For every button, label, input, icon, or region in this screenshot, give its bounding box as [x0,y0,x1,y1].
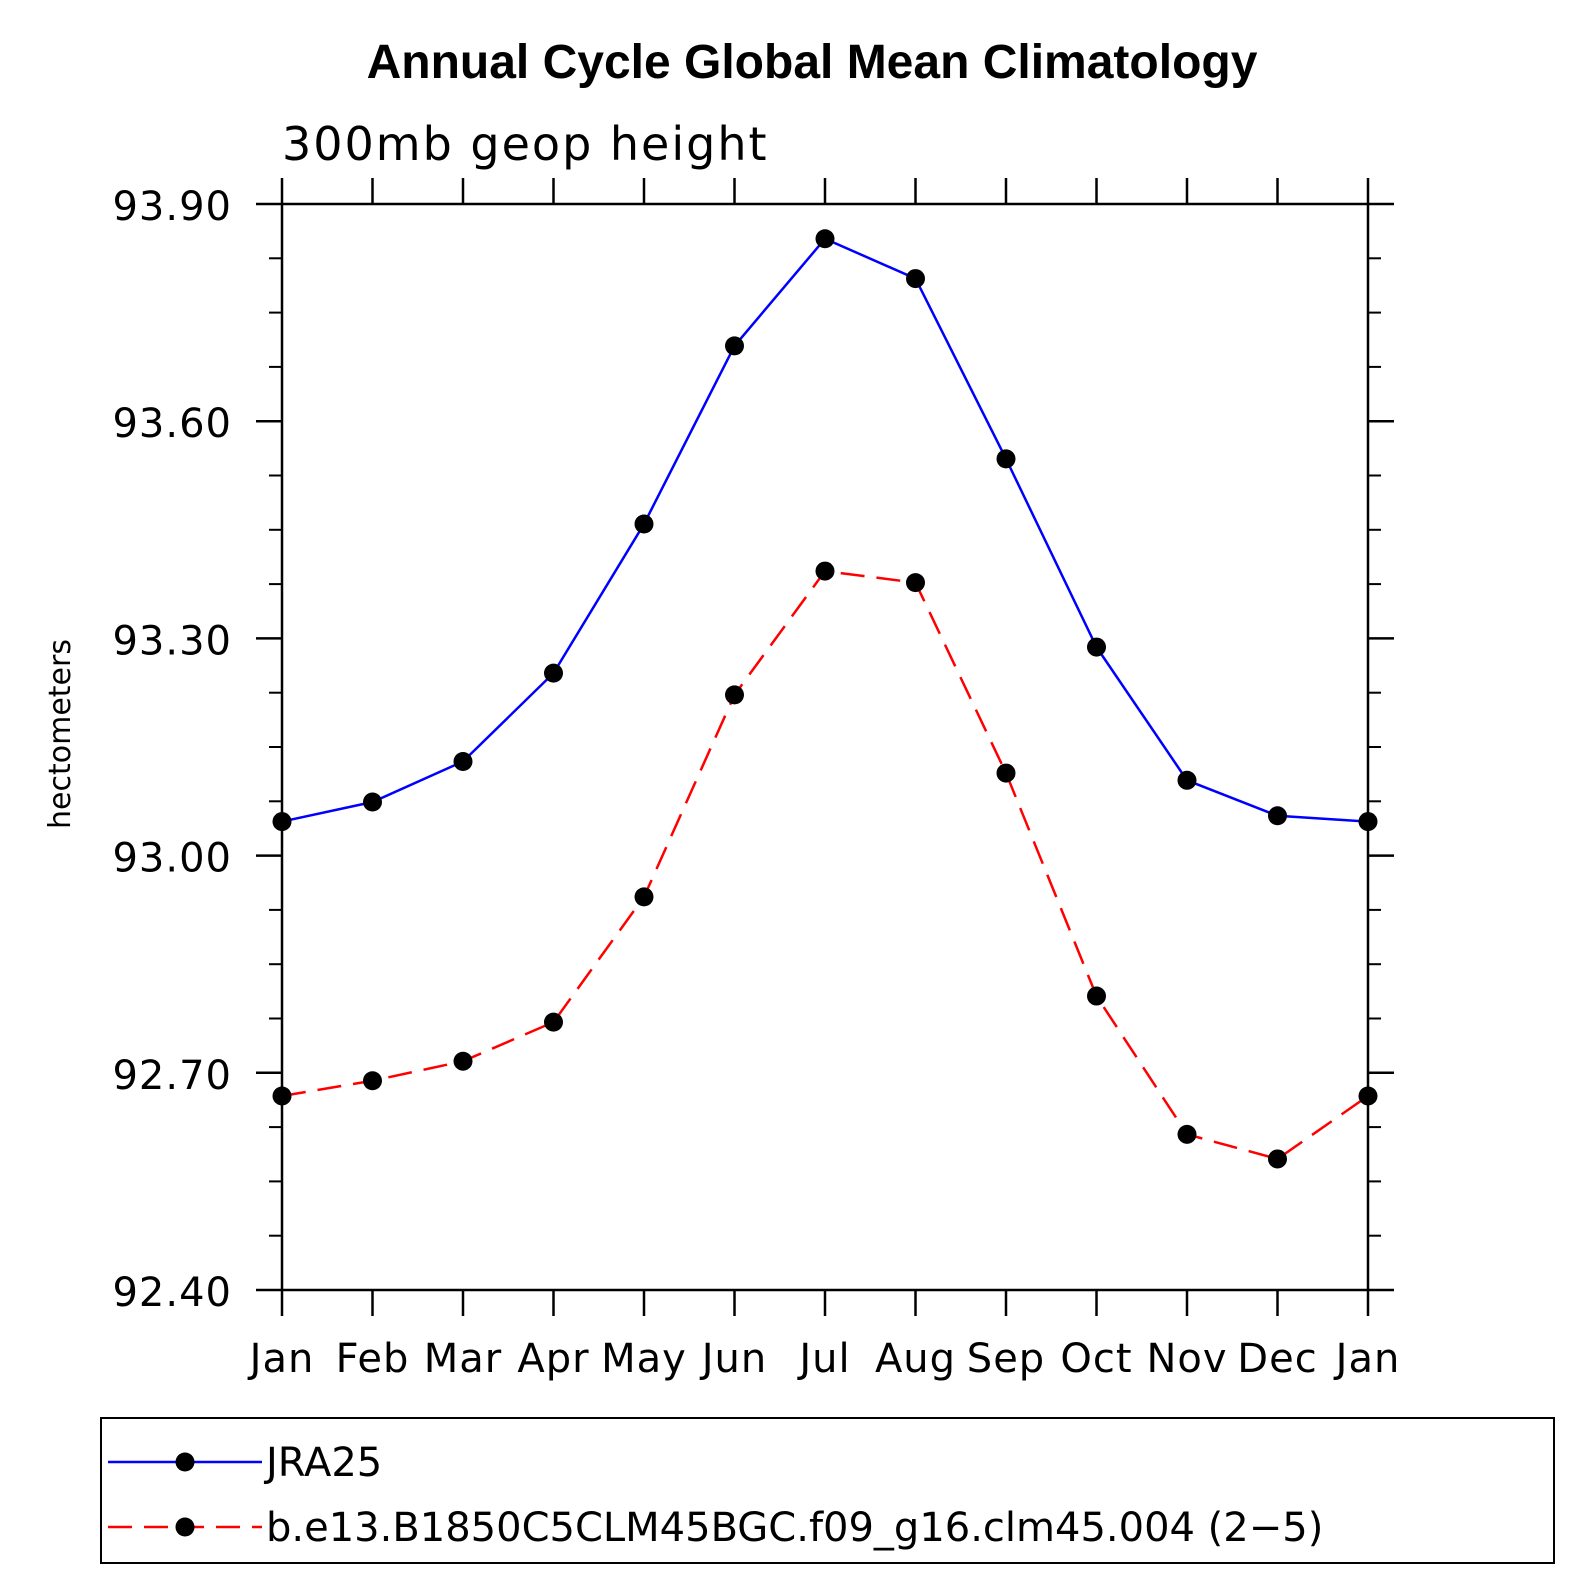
x-tick-label: Jun [699,1336,768,1382]
series-1-point [1087,637,1106,657]
x-tick-label: Jan [1333,1336,1401,1382]
y-tick-label: 93.90 [112,184,232,230]
series-1-point [544,663,563,683]
legend-label-2: b.e13.B1850C5CLM45BGC.f09_g16.clm45.004 … [266,1505,1323,1551]
series-line-2 [281,569,1369,1161]
series-1-point [453,751,473,771]
x-tick-label: Aug [875,1336,956,1382]
x-tick-label: Oct [1060,1336,1132,1382]
series-2-point [996,763,1016,783]
series-1-point [1177,770,1197,790]
series-2-point [1268,1149,1287,1169]
series-2-point [634,887,654,907]
series-1-point [725,336,744,356]
y-tick-labels: 92.40 92.70 93.00 93.30 93.60 93.90 [112,184,232,1316]
plot-frame [280,202,1370,1292]
series-1-point [363,792,382,812]
series-1-point [815,229,835,249]
legend-marker-1 [175,1452,195,1472]
chart-title: Annual Cycle Global Mean Climatology [367,36,1258,89]
series-1-point [1268,806,1287,826]
legend: JRA25 b.e13.B1850C5CLM45BGC.f09_g16.clm45… [100,1417,1555,1564]
series-1-point [634,514,654,534]
series-2-point [725,685,744,705]
x-tick-label: May [601,1336,687,1382]
chart-subtitle: 300mb geop height [282,117,769,171]
legend-label-1: JRA25 [263,1440,382,1486]
y-tick-label: 92.40 [112,1270,232,1316]
series-2-point [1177,1124,1197,1144]
series-1-point [996,449,1016,469]
y-tick-label: 93.30 [112,618,232,664]
y-axis-label: hectometers [43,639,78,829]
x-tick-label: Apr [517,1336,589,1382]
series-2-point [544,1012,563,1032]
x-tick-label: Jan [247,1336,315,1382]
x-tick-label: Jul [796,1336,850,1382]
series-2-point [906,573,925,593]
x-tick-label: Mar [424,1336,502,1382]
x-tick-label: Feb [336,1336,410,1382]
x-tick-label: Nov [1146,1336,1227,1382]
axis-ticks [256,178,1394,1316]
y-tick-label: 92.70 [112,1053,232,1099]
series-line-1 [281,237,1369,823]
legend-marker-2 [175,1517,195,1537]
x-tick-label: Dec [1237,1336,1317,1382]
y-tick-label: 93.60 [112,401,232,447]
series-1-point [1358,812,1378,832]
series-2-point [272,1086,292,1106]
legend-box [100,1417,1555,1564]
series-2-point [363,1071,382,1091]
series-group [272,229,1378,1169]
x-tick-labels: Jan Feb Mar Apr May Jun Jul Aug Sep Oct Nov Dec Jan [247,1336,1401,1382]
y-tick-label: 93.00 [112,836,232,882]
series-2-point [815,561,835,581]
x-tick-label: Sep [967,1336,1045,1382]
series-2-point [453,1051,473,1071]
series-1-point [272,812,292,832]
series-1-point [906,269,925,289]
series-2-point [1087,986,1106,1006]
series-2-point [1358,1086,1378,1106]
